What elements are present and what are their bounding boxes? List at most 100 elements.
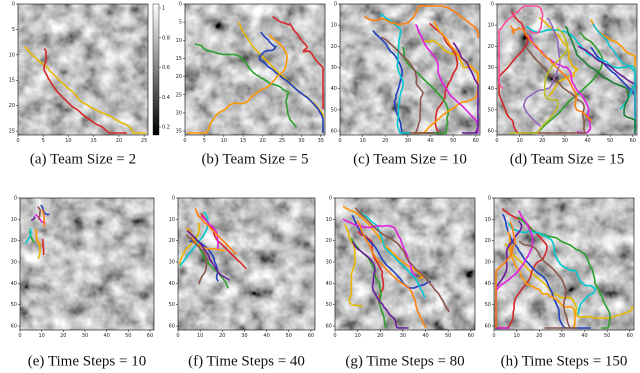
trajectory (344, 224, 363, 308)
plot-frame (177, 197, 316, 331)
x-tick-label: 35 (318, 138, 324, 144)
plot-frame (19, 197, 155, 331)
colorbar-tick-label: 1 (162, 6, 165, 12)
trajectories (363, 5, 479, 134)
x-tick-label: 5 (42, 138, 45, 144)
colorbar-tick-label: 0.2 (162, 125, 170, 131)
y-tick-label: 15 (176, 56, 182, 62)
x-tick-label: 0 (495, 138, 498, 144)
y-tick-label: 10 (9, 52, 15, 58)
colorbar-tick-label: 0.4 (162, 95, 170, 101)
y-tick-label: 30 (331, 65, 337, 71)
trajectory (356, 220, 427, 329)
x-tick-label: 10 (38, 333, 44, 339)
x-tick-label: 0 (492, 333, 495, 339)
trajectory (354, 207, 450, 313)
y-tick-label: 30 (488, 65, 494, 71)
trajectory (40, 204, 50, 216)
y-tick-label: 10 (169, 217, 175, 223)
x-tick-label: 10 (354, 333, 360, 339)
heatmap (18, 4, 148, 135)
trajectory (194, 208, 237, 255)
colorbar-tick-label: 0.8 (162, 35, 170, 41)
x-tick-label: 0 (183, 138, 186, 144)
x-tick-label: 60 (627, 333, 633, 339)
trajectory (352, 241, 409, 329)
heatmap (20, 198, 154, 330)
y-tick-label: 30 (169, 260, 175, 266)
trajectory (414, 23, 479, 134)
x-tick-label: 30 (562, 138, 568, 144)
y-tick-label: 30 (11, 260, 17, 266)
y-tick-label: 50 (488, 107, 494, 113)
y-tick-label: 20 (488, 44, 494, 50)
trajectory (41, 209, 46, 228)
plot-frame (334, 197, 476, 331)
trajectory (185, 233, 208, 285)
x-tick-label: 20 (60, 333, 66, 339)
y-tick-label: 20 (326, 238, 332, 244)
trajectory (509, 25, 593, 122)
x-tick-label: 25 (279, 138, 285, 144)
trajectory (379, 12, 411, 134)
trajectories (342, 205, 450, 329)
y-tick-label: 0 (12, 2, 15, 8)
x-tick-label: 50 (607, 138, 613, 144)
x-tick-label: 40 (427, 138, 433, 144)
trajectory (410, 21, 479, 134)
x-tick-label: 60 (308, 333, 314, 339)
trajectories (495, 207, 633, 329)
trajectory (272, 15, 324, 110)
x-tick-label: 10 (516, 138, 522, 144)
y-tick-label: 5 (12, 27, 15, 33)
y-tick-label: 60 (485, 324, 491, 330)
caption: (e) Time Steps = 10 (28, 353, 146, 369)
y-tick-label: 15 (9, 78, 15, 84)
y-tick-label: 10 (11, 217, 17, 223)
trajectories (187, 15, 324, 134)
trajectory (452, 42, 479, 134)
x-tick-label: 20 (219, 333, 225, 339)
y-tick-label: 50 (485, 302, 491, 308)
y-tick-label: 30 (326, 260, 332, 266)
x-tick-label: 50 (604, 333, 610, 339)
x-tick-label: 40 (263, 333, 269, 339)
x-tick-label: 20 (536, 333, 542, 339)
y-tick-label: 10 (326, 217, 332, 223)
trajectories (24, 46, 146, 134)
heatmap (178, 198, 315, 330)
x-tick-label: 0 (333, 333, 336, 339)
x-tick-label: 30 (298, 138, 304, 144)
y-tick-label: 50 (11, 302, 17, 308)
plot-frame (17, 3, 149, 136)
y-tick-label: 25 (9, 129, 15, 135)
y-tick-label: 0 (491, 2, 494, 8)
y-tick-label: 50 (326, 302, 332, 308)
y-tick-label: 50 (169, 302, 175, 308)
trajectory (37, 241, 41, 260)
x-tick-label: 30 (559, 333, 565, 339)
y-tick-label: 20 (11, 238, 17, 244)
y-tick-label: 40 (331, 86, 337, 92)
y-tick-label: 20 (9, 103, 15, 109)
x-tick-label: 15 (90, 138, 96, 144)
caption: (g) Time Steps = 80 (345, 353, 464, 369)
y-tick-label: 30 (176, 110, 182, 116)
trajectory (24, 227, 32, 245)
caption: (b) Team Size = 5 (201, 151, 308, 167)
x-tick-label: 40 (422, 333, 428, 339)
y-tick-label: 20 (169, 238, 175, 244)
y-tick-label: 0 (488, 196, 491, 202)
x-tick-label: 15 (240, 138, 246, 144)
plot-frame (184, 3, 326, 136)
y-tick-label: 0 (334, 2, 337, 8)
trajectory (358, 211, 426, 299)
x-tick-label: 5 (203, 138, 206, 144)
x-tick-label: 10 (221, 138, 227, 144)
trajectory (522, 17, 561, 127)
